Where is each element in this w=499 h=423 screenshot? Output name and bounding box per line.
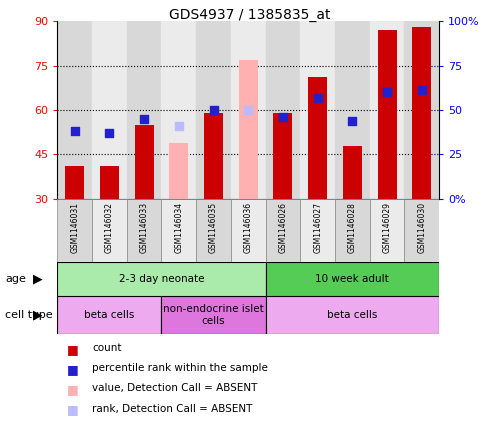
Bar <box>239 60 258 199</box>
Bar <box>412 27 431 199</box>
Text: ■: ■ <box>67 404 79 417</box>
Text: ▶: ▶ <box>32 309 42 321</box>
Bar <box>300 21 335 199</box>
Text: 2-3 day neonate: 2-3 day neonate <box>119 274 204 284</box>
Bar <box>265 262 439 296</box>
Text: value, Detection Call = ABSENT: value, Detection Call = ABSENT <box>92 383 257 393</box>
Bar <box>231 199 265 262</box>
Bar <box>273 113 292 199</box>
Text: GDS4937 / 1385835_at: GDS4937 / 1385835_at <box>169 8 330 22</box>
Point <box>348 117 356 124</box>
Point <box>244 107 252 113</box>
Bar <box>100 166 119 199</box>
Point <box>71 128 79 135</box>
Bar <box>57 199 92 262</box>
Text: GSM1146032: GSM1146032 <box>105 202 114 253</box>
Text: ■: ■ <box>67 343 79 356</box>
Text: GSM1146035: GSM1146035 <box>209 202 218 253</box>
Text: cell type: cell type <box>5 310 52 320</box>
Bar <box>127 21 162 199</box>
Bar <box>57 21 92 199</box>
Bar <box>265 199 300 262</box>
Text: count: count <box>92 343 122 353</box>
Bar <box>135 125 154 199</box>
Text: rank, Detection Call = ABSENT: rank, Detection Call = ABSENT <box>92 404 252 414</box>
Text: GSM1146029: GSM1146029 <box>383 202 392 253</box>
Bar <box>308 77 327 199</box>
Text: GSM1146030: GSM1146030 <box>417 202 426 253</box>
Text: GSM1146031: GSM1146031 <box>70 202 79 253</box>
Bar <box>162 199 196 262</box>
Point <box>140 115 148 122</box>
Text: ▶: ▶ <box>32 273 42 286</box>
Text: GSM1146033: GSM1146033 <box>140 202 149 253</box>
Text: non-endocrine islet
cells: non-endocrine islet cells <box>163 304 264 326</box>
Bar <box>162 296 265 334</box>
Bar <box>127 199 162 262</box>
Text: ■: ■ <box>67 363 79 376</box>
Point <box>314 94 322 101</box>
Text: percentile rank within the sample: percentile rank within the sample <box>92 363 268 373</box>
Bar <box>335 21 370 199</box>
Bar <box>404 199 439 262</box>
Text: age: age <box>5 274 26 284</box>
Bar <box>92 199 127 262</box>
Text: GSM1146034: GSM1146034 <box>174 202 183 253</box>
Text: GSM1146028: GSM1146028 <box>348 202 357 253</box>
Point <box>418 87 426 94</box>
Bar <box>265 21 300 199</box>
Bar <box>162 21 196 199</box>
Point <box>105 130 113 137</box>
Bar <box>57 296 162 334</box>
Bar <box>204 113 223 199</box>
Bar <box>196 199 231 262</box>
Point <box>383 89 391 96</box>
Bar <box>92 21 127 199</box>
Text: GSM1146026: GSM1146026 <box>278 202 287 253</box>
Point <box>279 114 287 121</box>
Bar <box>169 143 189 199</box>
Text: GSM1146036: GSM1146036 <box>244 202 253 253</box>
Bar <box>343 146 362 199</box>
Bar <box>370 21 404 199</box>
Bar <box>57 262 265 296</box>
Text: 10 week adult: 10 week adult <box>315 274 389 284</box>
Bar <box>378 30 397 199</box>
Text: beta cells: beta cells <box>84 310 135 320</box>
Point <box>210 107 218 113</box>
Text: GSM1146027: GSM1146027 <box>313 202 322 253</box>
Text: beta cells: beta cells <box>327 310 378 320</box>
Bar <box>335 199 370 262</box>
Point <box>175 123 183 129</box>
Bar <box>370 199 404 262</box>
Bar <box>196 21 231 199</box>
Text: ■: ■ <box>67 383 79 396</box>
Bar <box>404 21 439 199</box>
Bar <box>65 166 84 199</box>
Bar <box>265 296 439 334</box>
Bar <box>231 21 265 199</box>
Bar <box>300 199 335 262</box>
